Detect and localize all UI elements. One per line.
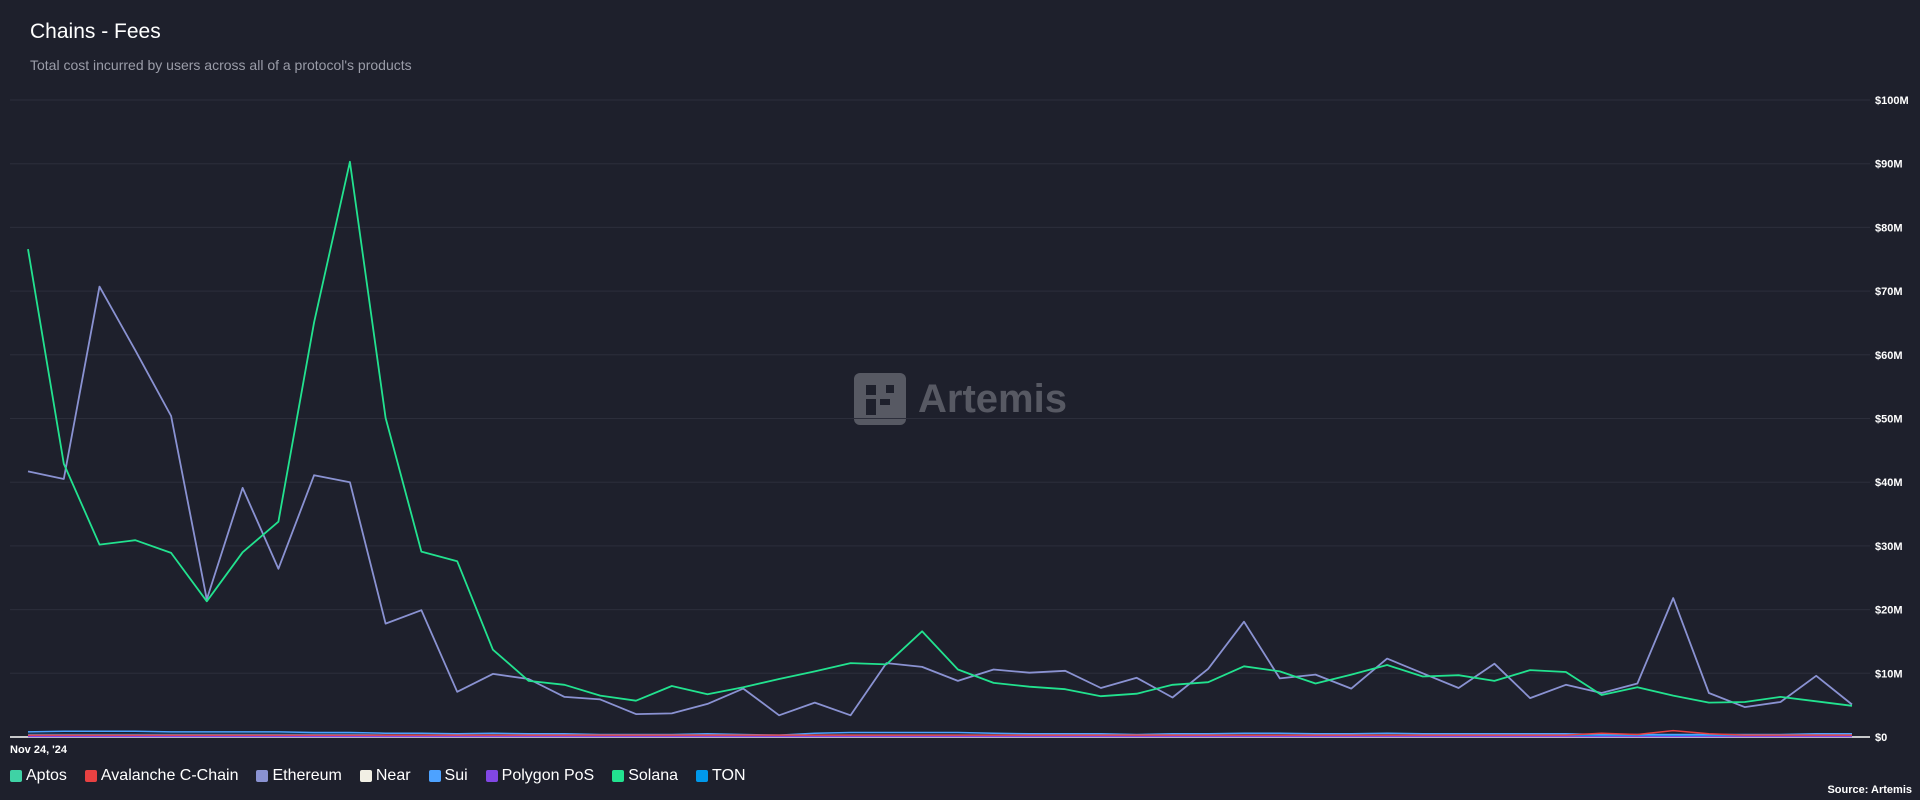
legend-label: Solana (628, 767, 679, 784)
chart-title: Chains - Fees (30, 20, 161, 43)
legend-swatch (612, 770, 625, 782)
y-tick-label: $70M (1875, 286, 1903, 298)
legend-swatch (428, 770, 441, 782)
chart-area: $0 $10M $20M $30M $40M $50M $60M $70M $80M $90M $1… (10, 95, 1909, 756)
legend-item-ton[interactable]: TON (696, 767, 746, 785)
series-line-solana[interactable] (27, 160, 1853, 707)
legend-item-near[interactable]: Near (359, 767, 411, 785)
y-tick-label: $30M (1875, 541, 1903, 553)
y-tick-label: $60M (1875, 350, 1903, 362)
legend-item-aptos[interactable]: Aptos (10, 767, 67, 785)
y-tick-label: $90M (1875, 159, 1903, 171)
legend-swatch (696, 770, 709, 782)
x-tick-label: Nov 24, '24 (10, 744, 68, 756)
legend-label: Avalanche C-Chain (100, 767, 239, 784)
legend-swatch (84, 770, 97, 782)
series-line-sui[interactable] (27, 730, 1852, 736)
y-tick-label: $100M (1875, 95, 1909, 107)
legend: Aptos Avalanche C-Chain Ethereum Near Sui Pol… (10, 767, 764, 785)
source-label: Source: Artemis (1827, 784, 1912, 796)
chart-subtitle: Total cost incurred by users across all … (30, 57, 412, 73)
legend-item-ethereum[interactable]: Ethereum (256, 767, 342, 785)
legend-label: TON (712, 767, 746, 784)
watermark-text: Artemis (918, 376, 1067, 421)
legend-label: Aptos (26, 767, 67, 784)
legend-label: Polygon PoS (501, 767, 595, 784)
y-tick-label: $40M (1875, 477, 1903, 489)
y-tick-label: $20M (1875, 605, 1903, 617)
legend-label: Near (375, 767, 411, 784)
legend-swatch (256, 770, 269, 782)
legend-label: Ethereum (272, 767, 342, 784)
watermark: Artemis (854, 373, 1067, 425)
legend-swatch (10, 770, 22, 782)
legend-item-sui[interactable]: Sui (428, 767, 468, 785)
y-tick-label: $10M (1875, 668, 1903, 680)
y-tick-label: $50M (1875, 414, 1903, 426)
series-line-ethereum[interactable] (27, 285, 1853, 717)
legend-item-avalanche-c-chain[interactable]: Avalanche C-Chain (84, 767, 239, 785)
legend-item-solana[interactable]: Solana (612, 767, 678, 785)
y-tick-label: $80M (1875, 222, 1903, 234)
legend-swatch (485, 770, 498, 782)
legend-swatch (359, 770, 372, 782)
y-tick-label: $0 (1875, 732, 1887, 744)
artemis-logo-icon (854, 373, 906, 425)
legend-label: Sui (444, 767, 468, 784)
series-line-avalanche-c-chain[interactable] (28, 729, 1852, 736)
legend-item-polygon-pos[interactable]: Polygon PoS (485, 767, 595, 785)
